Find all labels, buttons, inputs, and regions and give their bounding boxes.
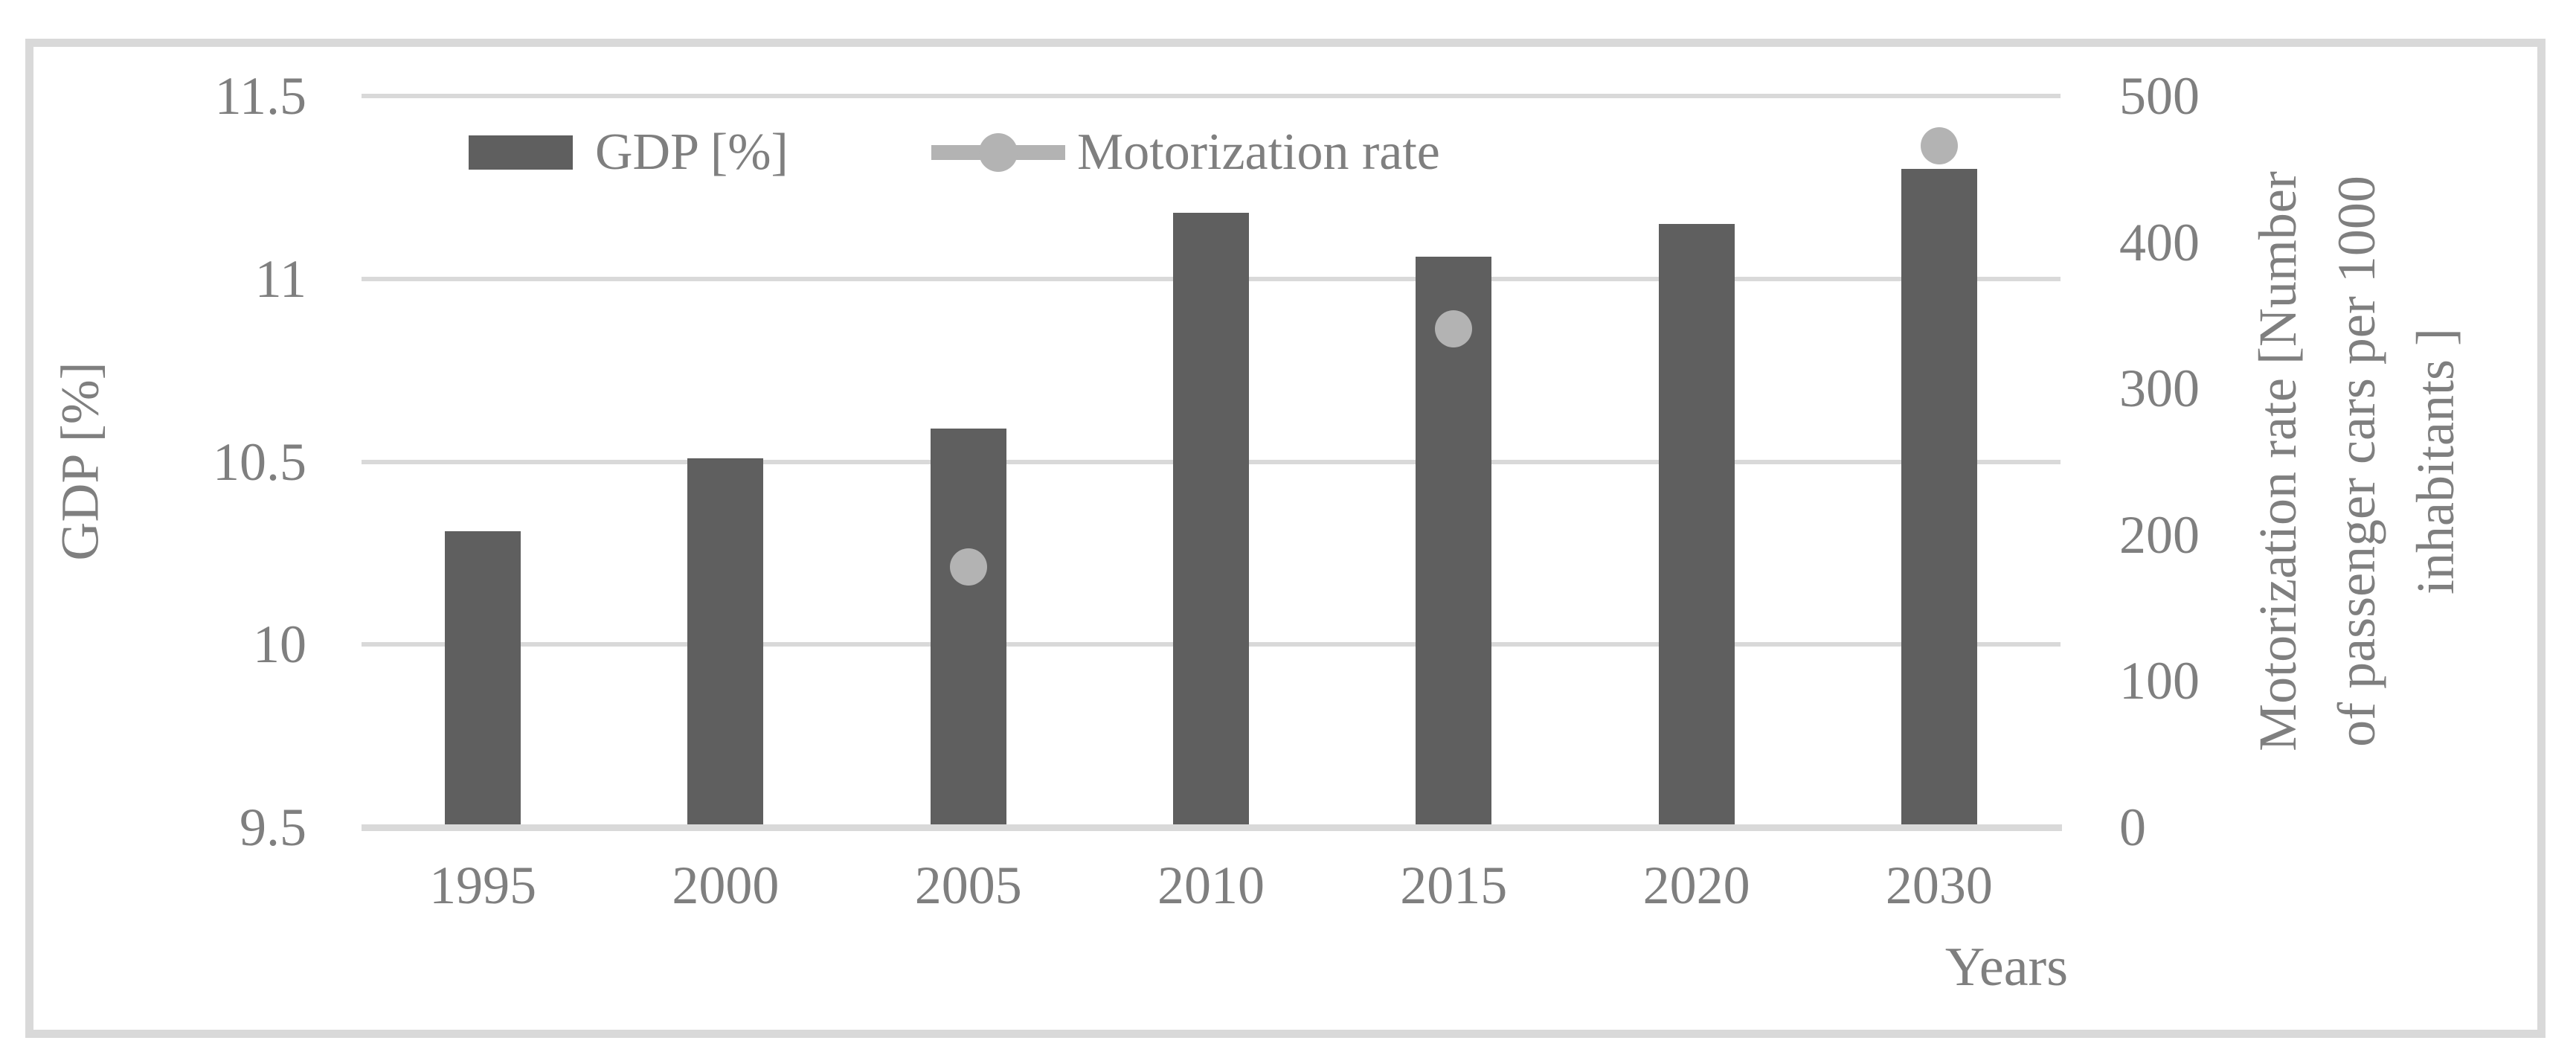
bar-2010 <box>1173 213 1249 827</box>
bar-2020 <box>1658 224 1735 827</box>
x-tick-label: 2000 <box>672 856 780 915</box>
left-tick-label: 9.5 <box>240 798 306 857</box>
legend-gdp-label: GDP [%] <box>595 124 788 181</box>
gridline <box>362 94 2061 98</box>
marker-2030 <box>1920 126 1958 164</box>
bar-1995 <box>445 530 521 827</box>
right-tick-label: 200 <box>2119 504 2200 565</box>
bar-2030 <box>1901 169 1977 827</box>
x-tick-label: 1995 <box>429 856 537 915</box>
marker-2005 <box>949 548 987 586</box>
chart-border <box>25 39 2546 1038</box>
right-tick-label: 0 <box>2119 798 2146 857</box>
right-tick-label: 500 <box>2119 66 2200 126</box>
left-tick-label: 11.5 <box>214 66 306 126</box>
left-tick-label: 11 <box>254 249 306 309</box>
x-tick-label: 2020 <box>1642 856 1750 915</box>
marker-2015 <box>1435 310 1473 347</box>
right-tick-label: 400 <box>2119 212 2200 272</box>
x-axis-title: Years <box>1944 937 2068 998</box>
x-tick-label: 2010 <box>1157 856 1265 915</box>
bar-2005 <box>930 429 1006 827</box>
left-tick-label: 10 <box>253 615 306 675</box>
legend-motorization-dot-icon <box>979 133 1018 172</box>
legend-motorization-label: Motorization rate <box>1077 124 1440 181</box>
x-tick-label: 2005 <box>914 856 1022 915</box>
right-tick-label: 100 <box>2119 651 2200 711</box>
left-axis-title: GDP [%] <box>50 362 110 561</box>
x-tick-label: 2015 <box>1400 856 1508 915</box>
x-tick-label: 2030 <box>1885 856 1993 915</box>
right-axis-title: Motorization rate [Number of passenger c… <box>2248 171 2465 751</box>
bar-2015 <box>1416 257 1492 827</box>
bar-2000 <box>687 458 764 827</box>
legend-gdp-swatch-icon <box>469 135 573 170</box>
x-axis-line <box>362 824 2062 831</box>
right-tick-label: 300 <box>2119 359 2200 419</box>
left-tick-label: 10.5 <box>213 432 306 492</box>
